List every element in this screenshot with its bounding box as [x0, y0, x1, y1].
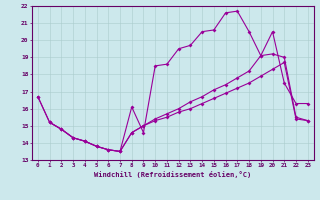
X-axis label: Windchill (Refroidissement éolien,°C): Windchill (Refroidissement éolien,°C) [94, 171, 252, 178]
